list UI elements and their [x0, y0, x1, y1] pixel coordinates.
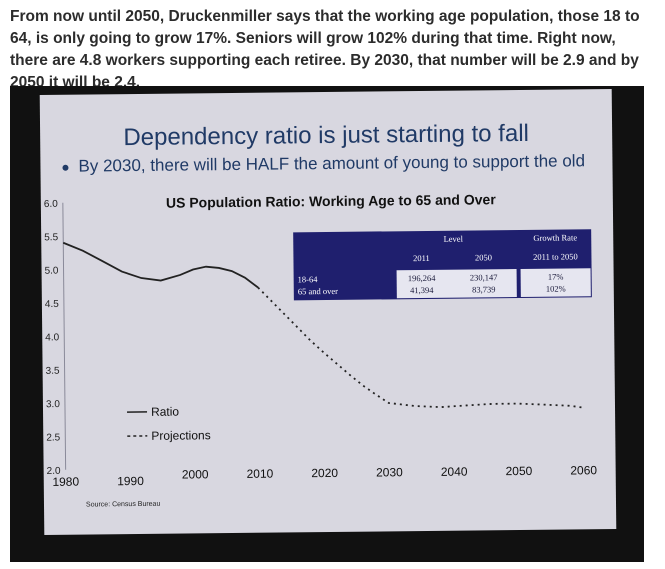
table-cell-2011: 41,394: [410, 285, 434, 295]
y-tick-label: 3.5: [46, 366, 60, 377]
x-tick-label: 2050: [506, 464, 533, 478]
table-header-growth: Growth Rate: [533, 232, 577, 242]
article-caption: From now until 2050, Druckenmiller says …: [10, 8, 640, 91]
table-cell-2050: 83,739: [472, 284, 495, 294]
x-tick-label: 2060: [570, 463, 597, 477]
y-tick-label: 3.0: [46, 399, 60, 410]
series-line-ratio: [62, 241, 259, 289]
table-row-label: 18-64: [298, 274, 319, 284]
legend-label: Projections: [151, 428, 211, 443]
x-tick-label: 2020: [311, 466, 338, 480]
table-cell-growth: 102%: [546, 284, 566, 294]
x-tick-label: 2000: [182, 467, 209, 481]
y-axis-line: [62, 202, 67, 470]
y-tick-label: 4.0: [45, 332, 59, 343]
table-header-level: Level: [444, 234, 464, 244]
y-tick-label: 2.5: [46, 432, 60, 443]
table-subheader-2011: 2011: [413, 253, 430, 263]
data-table-value-cells: [396, 269, 517, 299]
table-subheader-growth-range: 2011 to 2050: [533, 251, 578, 261]
x-tick-label: 1980: [52, 475, 79, 489]
data-table-background: [293, 229, 592, 301]
table-cell-growth: 17%: [548, 272, 564, 282]
presentation-slide: Dependency ratio is just starting to fal…: [39, 89, 617, 535]
table-cell-2050: 230,147: [470, 272, 498, 282]
table-subheader-2050: 2050: [475, 252, 492, 262]
x-tick-label: 2010: [247, 467, 274, 481]
series-line-projections: [257, 286, 584, 409]
chart-title: US Population Ratio: Working Age to 65 a…: [166, 191, 497, 210]
x-tick-label: 2030: [376, 465, 403, 479]
chart-source: Source: Census Bureau: [86, 501, 160, 509]
table-row-label: 65 and over: [298, 286, 338, 296]
legend-label: Ratio: [151, 405, 179, 419]
y-tick-label: 5.5: [44, 232, 58, 243]
x-tick-label: 2040: [441, 465, 468, 479]
slide-photo: Dependency ratio is just starting to fal…: [10, 86, 644, 562]
data-table-growth-cells: [520, 268, 591, 297]
table-cell-2011: 196,264: [408, 273, 436, 283]
y-tick-label: 4.5: [45, 299, 59, 310]
y-tick-label: 2.0: [47, 466, 61, 477]
x-tick-label: 1990: [117, 474, 144, 488]
y-tick-label: 5.0: [44, 266, 58, 277]
y-tick-label: 6.0: [44, 199, 58, 210]
